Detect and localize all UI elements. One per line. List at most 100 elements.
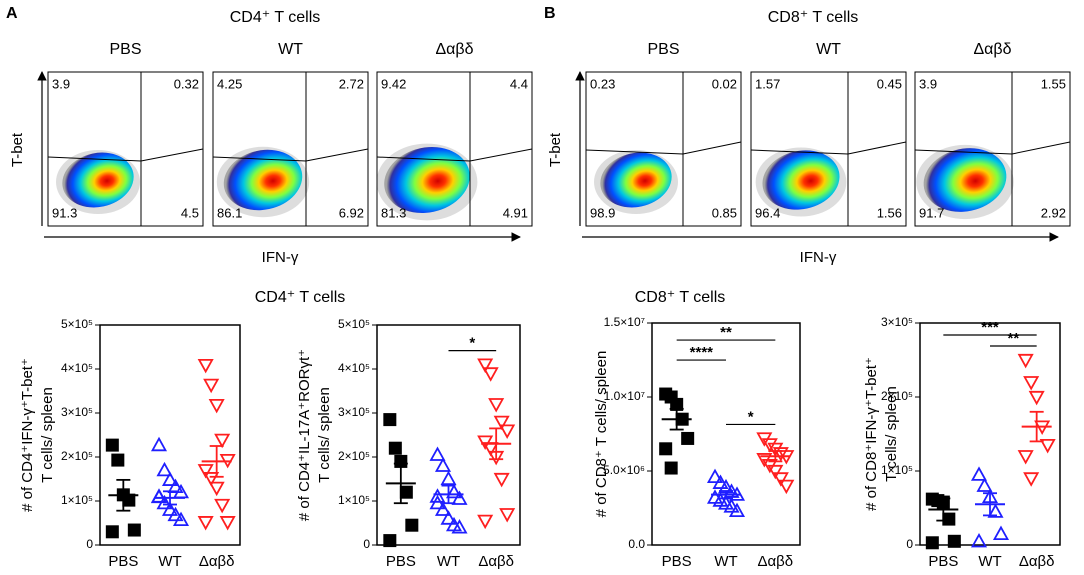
y-tick-label: 1×10⁵ [338, 493, 370, 507]
panel-letter: B [544, 5, 556, 22]
quadrant-value: 4.5 [181, 205, 199, 220]
quadrant-value: 0.85 [712, 205, 737, 220]
quadrant-value: 91.3 [52, 205, 77, 220]
y-axis-label: # of CD8⁺IFN-γ⁺T-bet⁺ [863, 357, 880, 511]
quadrant-h [682, 141, 742, 155]
dot [778, 479, 795, 495]
sig-label: * [469, 335, 475, 352]
dot [970, 532, 988, 548]
dot [499, 508, 516, 523]
quadrant-value: 9.42 [381, 76, 406, 91]
panel-title: CD8⁺ T cells [768, 9, 859, 26]
quadrant-value: 0.02 [712, 76, 737, 91]
y-tick-label: 5×10⁵ [61, 317, 93, 331]
x-axis-label: IFN-γ [262, 249, 299, 266]
dot [105, 438, 119, 452]
dot [482, 367, 499, 382]
dot [767, 464, 784, 480]
dot [670, 397, 684, 411]
dot [976, 477, 993, 492]
quadrant-value: 4.91 [503, 205, 528, 220]
dot [150, 436, 168, 452]
dot [451, 519, 468, 534]
plot-name: Δαβδ [973, 41, 1011, 58]
quadrant-h [585, 149, 684, 155]
dot [1023, 472, 1040, 487]
dot [127, 523, 141, 537]
dot [445, 483, 463, 499]
quadrant-value: 4.25 [217, 76, 242, 91]
dot [150, 488, 168, 504]
dot [161, 501, 179, 516]
dot [405, 518, 419, 532]
quadrant-value: 91.7 [919, 205, 944, 220]
dot [219, 516, 236, 531]
dot [172, 511, 190, 527]
y-axis-label: T-bet [9, 132, 26, 167]
dot [214, 433, 231, 449]
quadrant-value: 1.56 [877, 205, 902, 220]
dot [493, 472, 510, 488]
quadrant-h [376, 156, 471, 162]
dot [383, 534, 397, 548]
y-tick-label: 0 [906, 537, 913, 551]
dot [161, 471, 179, 486]
quadrant-value: 1.55 [1041, 76, 1066, 91]
x-tick-label: WT [158, 553, 181, 570]
quadrant-h [140, 148, 204, 162]
dot [1028, 390, 1045, 406]
quadrant-h [47, 156, 142, 162]
dot [388, 441, 402, 455]
dot [197, 358, 214, 374]
y-axis-label: # of CD8⁺ T cells/ spleen [593, 351, 610, 518]
dot [451, 490, 468, 505]
y-tick-label: 0 [363, 537, 370, 551]
panel-title: CD4⁺ T cells [230, 9, 321, 26]
quadrant-h [469, 148, 533, 162]
dot [1017, 450, 1034, 465]
dot [197, 516, 214, 531]
y-tick-label: 2×10⁵ [881, 389, 913, 403]
dot [772, 472, 789, 487]
dot [723, 498, 740, 513]
plot-frame [47, 71, 204, 227]
dot [987, 503, 1004, 518]
quadrant-value: 6.92 [339, 205, 364, 220]
y-tick-label: 2×10⁵ [338, 449, 370, 463]
dot [477, 358, 494, 373]
dot [493, 415, 510, 431]
y-axis-label: T-bet [547, 132, 564, 167]
y-tick-label: 3×10⁵ [338, 405, 370, 419]
quadrant-h [305, 148, 369, 162]
quadrant-value: 98.9 [590, 205, 615, 220]
sig-label: ** [1007, 330, 1019, 347]
quadrant-h [1011, 141, 1071, 155]
dot [208, 481, 225, 497]
dot [761, 438, 778, 453]
x-tick-label: Δαβδ [199, 553, 235, 570]
quadrant-value: 1.57 [755, 76, 780, 91]
dot [399, 485, 413, 499]
dot [203, 472, 220, 487]
y-tick-label: 3×10⁵ [61, 405, 93, 419]
quadrant-h [847, 141, 907, 155]
sig-label: **** [690, 344, 714, 361]
y-tick-label: 1.0×10⁷ [604, 389, 645, 403]
dot [429, 488, 446, 503]
x-tick-label: WT [978, 553, 1001, 570]
dot [208, 398, 225, 414]
plot-name: Δαβδ [435, 41, 473, 58]
dot [156, 461, 173, 477]
x-tick-label: Δαβδ [1019, 553, 1055, 570]
plot-frame [99, 324, 241, 546]
y-tick-label: 5×10⁵ [338, 317, 370, 331]
dot [434, 501, 452, 516]
dot [440, 470, 457, 486]
quadrant-value: 0.45 [877, 76, 902, 91]
dot [197, 464, 214, 479]
dot [659, 442, 673, 456]
dot [992, 525, 1010, 540]
y-tick-label: 3×10⁵ [881, 315, 913, 329]
sig-label: *** [981, 319, 999, 336]
